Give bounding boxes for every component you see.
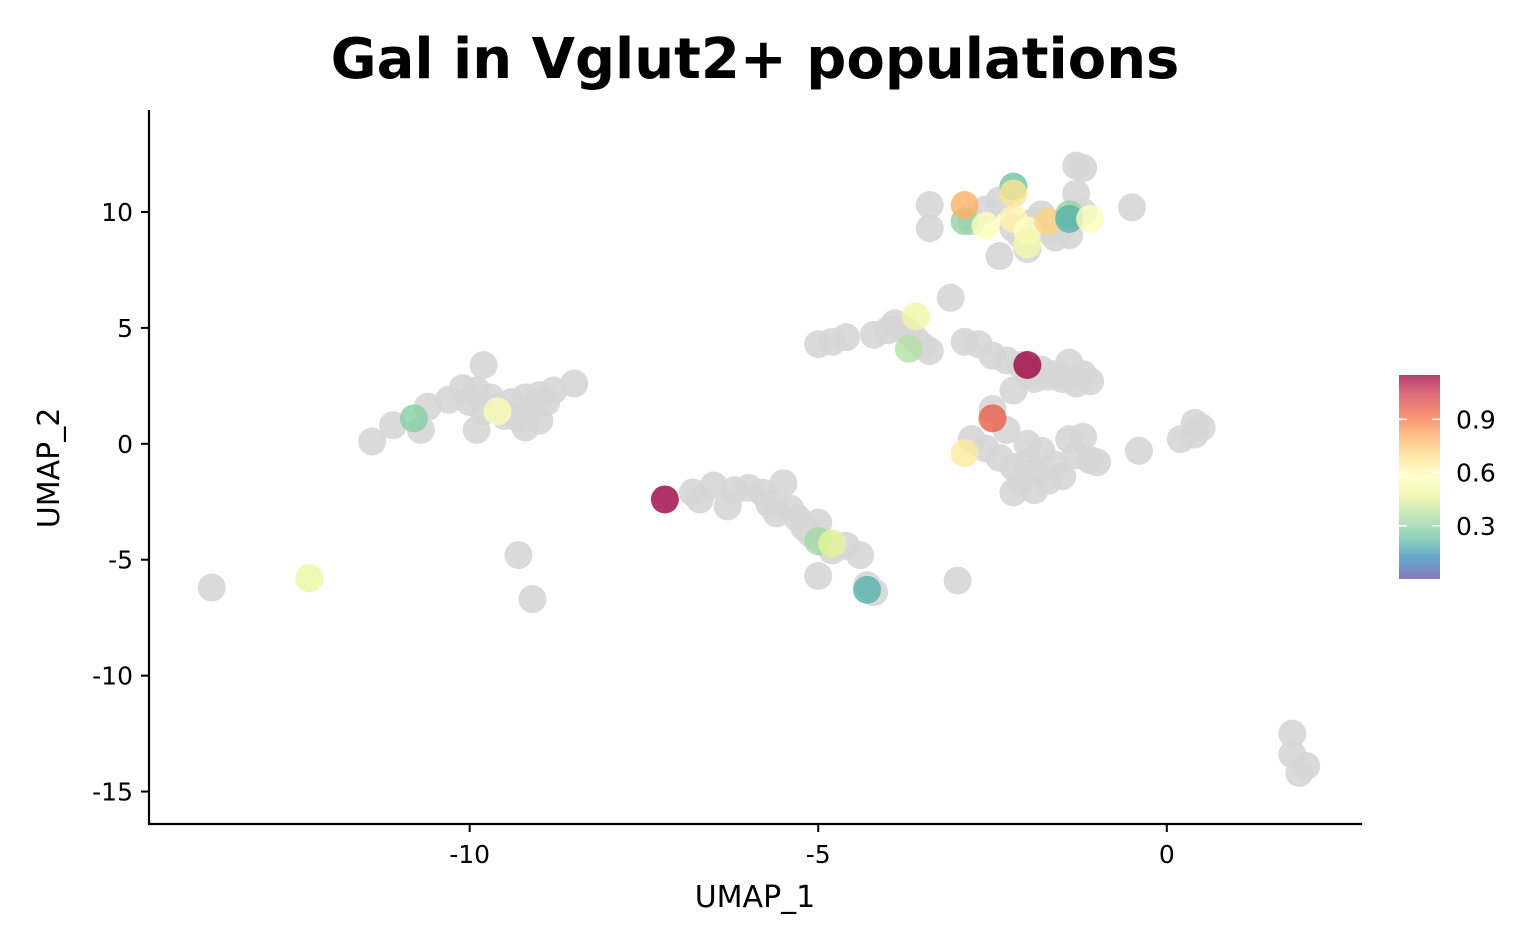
background-point [560, 369, 589, 398]
expressing-point [818, 529, 847, 558]
expressing-point [1076, 204, 1105, 233]
background-point [999, 478, 1028, 507]
expressing-point [901, 302, 930, 331]
background-point [1124, 436, 1153, 465]
expressing-point [483, 397, 512, 426]
background-point [1180, 420, 1209, 449]
background-point [518, 585, 547, 614]
chart-title: Gal in Vglut2+ populations [331, 27, 1180, 92]
y-tick-label: 10 [101, 198, 133, 227]
y-tick-label: -5 [108, 546, 133, 575]
expressing-point [978, 404, 1007, 433]
x-tick-label: -10 [449, 840, 490, 869]
background-point [1278, 719, 1307, 748]
y-axis-label: UMAP_2 [32, 408, 67, 529]
expressing-point [399, 404, 428, 433]
expressing-point [1055, 204, 1084, 233]
expressing-point [894, 334, 923, 363]
y-tick-label: -10 [92, 662, 133, 691]
expressing-point [1013, 230, 1042, 259]
y-tick-label: 5 [117, 314, 133, 343]
background-point [462, 415, 491, 444]
background-point [985, 242, 1014, 271]
colorbar-tick-label: 0.9 [1456, 405, 1496, 434]
expressing-point [950, 191, 979, 220]
x-axis-ticks: -10 -5 0 [449, 824, 1175, 869]
background-point [943, 566, 972, 595]
colorbar-tick-label: 0.3 [1456, 512, 1496, 541]
x-axis-label: UMAP_1 [695, 880, 816, 915]
y-tick-label: 0 [117, 430, 133, 459]
background-point [1013, 429, 1042, 458]
expressing-point [1013, 351, 1042, 379]
background-point [846, 541, 875, 570]
expressing-point [971, 211, 1000, 240]
background-point [936, 283, 965, 312]
x-tick-label: 0 [1159, 840, 1175, 869]
background-point [699, 471, 728, 500]
background-point [769, 469, 798, 498]
background-point [1117, 193, 1146, 222]
expressing-point [853, 575, 882, 604]
background-point [358, 427, 387, 456]
background-point [915, 191, 944, 220]
y-tick-label: -15 [92, 778, 133, 807]
colorbar-tick-label: 0.6 [1456, 459, 1496, 488]
background-point [999, 376, 1028, 405]
expressing-point [295, 564, 324, 593]
y-axis-ticks: 10 5 0 -5 -10 -15 [92, 198, 149, 807]
background-point [1069, 422, 1098, 451]
colorbar-legend: 0.9 0.6 0.3 [1399, 375, 1496, 579]
expressing-point [999, 179, 1028, 208]
points-layer [197, 151, 1321, 787]
background-point [511, 413, 540, 442]
expressing-point [650, 485, 679, 514]
background-point [469, 351, 498, 379]
colorbar-ticks: 0.9 0.6 0.3 [1399, 405, 1496, 541]
background-point [1292, 752, 1321, 781]
colorbar-gradient [1399, 375, 1440, 579]
x-tick-label: -5 [806, 840, 831, 869]
background-point [804, 561, 833, 590]
expressing-point [950, 439, 979, 468]
background-point [915, 214, 944, 243]
background-point [1083, 448, 1112, 477]
background-point [504, 541, 533, 570]
background-point [832, 323, 861, 352]
background-point [1069, 153, 1098, 182]
background-point [915, 337, 944, 366]
background-point [1034, 466, 1063, 495]
background-point [197, 573, 226, 602]
background-point [1076, 367, 1105, 396]
